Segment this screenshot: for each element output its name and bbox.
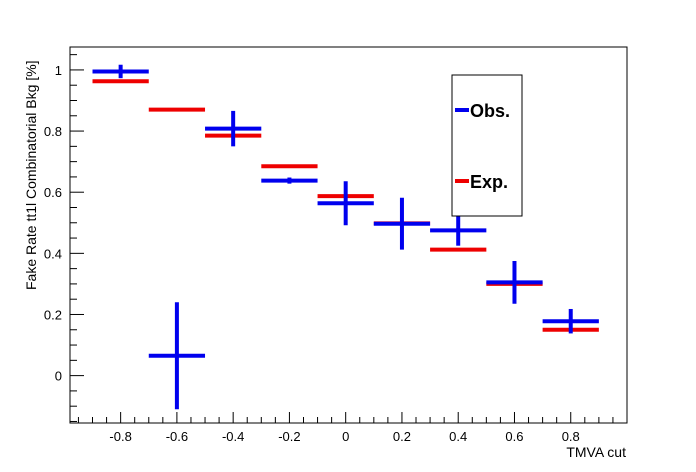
data-point-obs: [92, 64, 149, 79]
data-point-obs: [205, 110, 262, 147]
x-tick-label: 0.2: [393, 429, 411, 444]
legend-label-exp: Exp.: [470, 172, 508, 192]
x-tick-label: -0.4: [222, 429, 244, 444]
y-axis: 0 0.2 0.4 0.6 0.8 1: [44, 54, 84, 422]
data-point-obs: [261, 177, 318, 184]
y-tick-label: 0.6: [44, 185, 62, 200]
data-point-obs: [542, 308, 599, 334]
data-point-obs: [148, 302, 206, 410]
y-tick-label: 0.8: [44, 124, 62, 139]
series-layer: [92, 64, 599, 410]
x-tick-label: -0.8: [109, 429, 131, 444]
x-tick-label: 0.4: [449, 429, 467, 444]
x-axis-title: TMVA cut: [566, 444, 626, 460]
x-tick-label: 0: [342, 429, 349, 444]
plot-frame: [69, 46, 628, 424]
y-tick-label: 0.2: [44, 307, 62, 322]
legend: Obs. Exp.: [451, 74, 523, 217]
data-point-obs: [317, 181, 374, 226]
legend-label-obs: Obs.: [470, 101, 510, 121]
y-tick-label: 1: [55, 63, 62, 78]
data-point-obs: [430, 215, 487, 246]
x-tick-label: 0.8: [562, 429, 580, 444]
x-tick-label: -0.6: [166, 429, 188, 444]
data-point-obs: [486, 260, 543, 304]
x-axis: -0.8 -0.6 -0.4 -0.2 0 0.2 0.4 0.6 0.8: [77, 412, 628, 444]
y-tick-label: 0.4: [44, 246, 62, 261]
y-tick-label: 0: [55, 369, 62, 384]
x-tick-label: 0.6: [505, 429, 523, 444]
x-tick-label: -0.2: [278, 429, 300, 444]
legend-box: [451, 74, 523, 217]
y-axis-title: Fake Rate tt1l Combinatorial Bkg [%]: [23, 60, 39, 290]
data-point-obs: [373, 197, 431, 250]
